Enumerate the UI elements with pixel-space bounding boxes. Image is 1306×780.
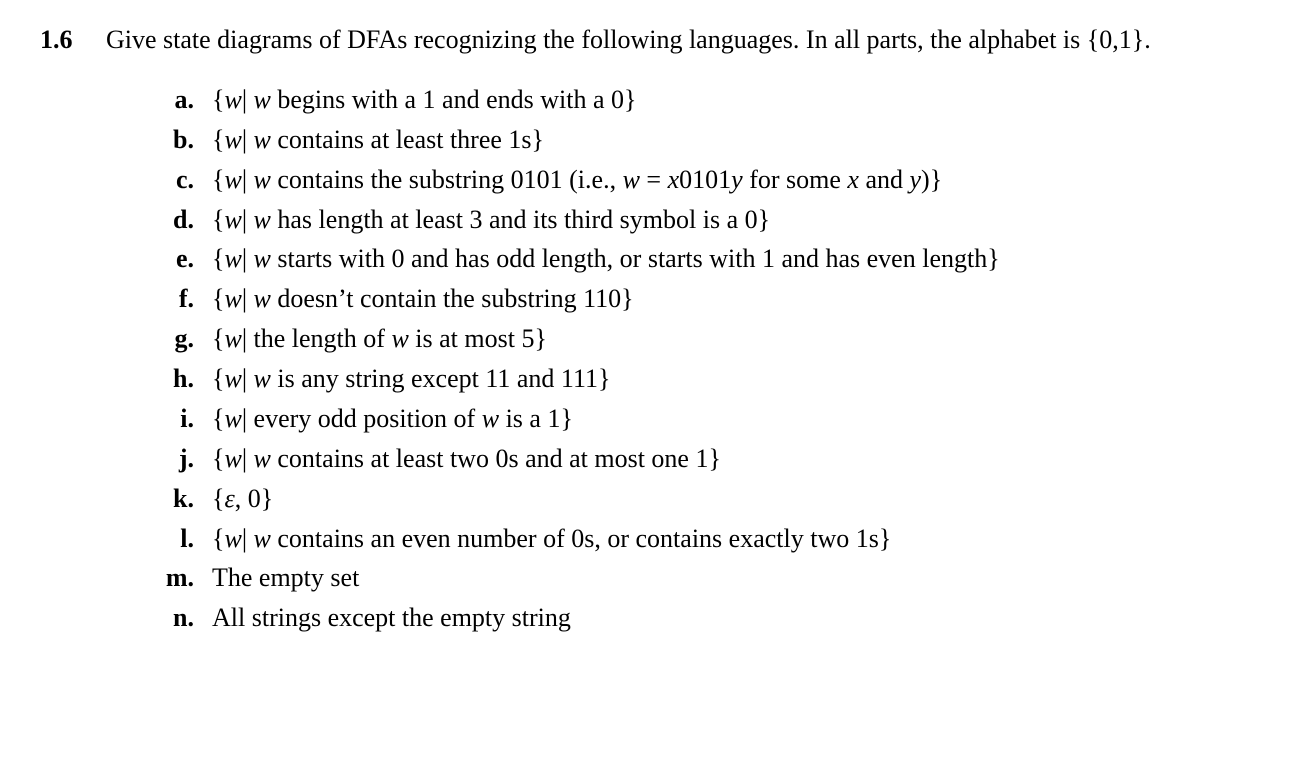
item-label: i. — [152, 401, 212, 437]
item-label: d. — [152, 202, 212, 238]
item-text: {ε, 0} — [212, 481, 1266, 517]
exercise-item: l.{w| w contains an even number of 0s, o… — [152, 519, 1266, 559]
exercise-item: k.{ε, 0} — [152, 479, 1266, 519]
item-label: c. — [152, 162, 212, 198]
item-text: {w| w has length at least 3 and its thir… — [212, 202, 1266, 238]
item-label: f. — [152, 281, 212, 317]
item-text: {w| w contains at least two 0s and at mo… — [212, 441, 1266, 477]
exercise-item: c.{w| w contains the substring 0101 (i.e… — [152, 160, 1266, 200]
exercise-item: n.All strings except the empty string — [152, 598, 1266, 638]
exercise-items: a.{w| w begins with a 1 and ends with a … — [152, 80, 1266, 638]
exercise-item: i.{w| every odd position of w is a 1} — [152, 399, 1266, 439]
exercise-item: e.{w| w starts with 0 and has odd length… — [152, 239, 1266, 279]
item-label: k. — [152, 481, 212, 517]
item-text: {w| w contains the substring 0101 (i.e.,… — [212, 162, 1266, 198]
item-label: e. — [152, 241, 212, 277]
item-text: All strings except the empty string — [212, 600, 1266, 636]
exercise-item: m.The empty set — [152, 558, 1266, 598]
item-text: {w| w is any string except 11 and 111} — [212, 361, 1266, 397]
exercise-item: g.{w| the length of w is at most 5} — [152, 319, 1266, 359]
item-label: m. — [152, 560, 212, 596]
item-label: g. — [152, 321, 212, 357]
exercise-block: 1.6 Give state diagrams of DFAs recogniz… — [40, 22, 1266, 638]
exercise-prompt: Give state diagrams of DFAs recognizing … — [106, 22, 1266, 58]
exercise-item: j.{w| w contains at least two 0s and at … — [152, 439, 1266, 479]
page: 1.6 Give state diagrams of DFAs recogniz… — [0, 0, 1306, 780]
item-label: j. — [152, 441, 212, 477]
item-text: {w| w contains at least three 1s} — [212, 122, 1266, 158]
item-text: The empty set — [212, 560, 1266, 596]
item-text: {w| w starts with 0 and has odd length, … — [212, 241, 1266, 277]
item-text: {w| every odd position of w is a 1} — [212, 401, 1266, 437]
item-label: l. — [152, 521, 212, 557]
exercise-item: a.{w| w begins with a 1 and ends with a … — [152, 80, 1266, 120]
exercise-body: Give state diagrams of DFAs recognizing … — [106, 22, 1266, 638]
exercise-number: 1.6 — [40, 22, 84, 58]
item-text: {w| the length of w is at most 5} — [212, 321, 1266, 357]
item-label: a. — [152, 82, 212, 118]
exercise-item: f.{w| w doesn’t contain the substring 11… — [152, 279, 1266, 319]
item-text: {w| w begins with a 1 and ends with a 0} — [212, 82, 1266, 118]
item-label: h. — [152, 361, 212, 397]
item-text: {w| w doesn’t contain the substring 110} — [212, 281, 1266, 317]
item-text: {w| w contains an even number of 0s, or … — [212, 521, 1266, 557]
exercise-item: h.{w| w is any string except 11 and 111} — [152, 359, 1266, 399]
item-label: b. — [152, 122, 212, 158]
item-label: n. — [152, 600, 212, 636]
exercise-item: b.{w| w contains at least three 1s} — [152, 120, 1266, 160]
exercise-item: d.{w| w has length at least 3 and its th… — [152, 200, 1266, 240]
